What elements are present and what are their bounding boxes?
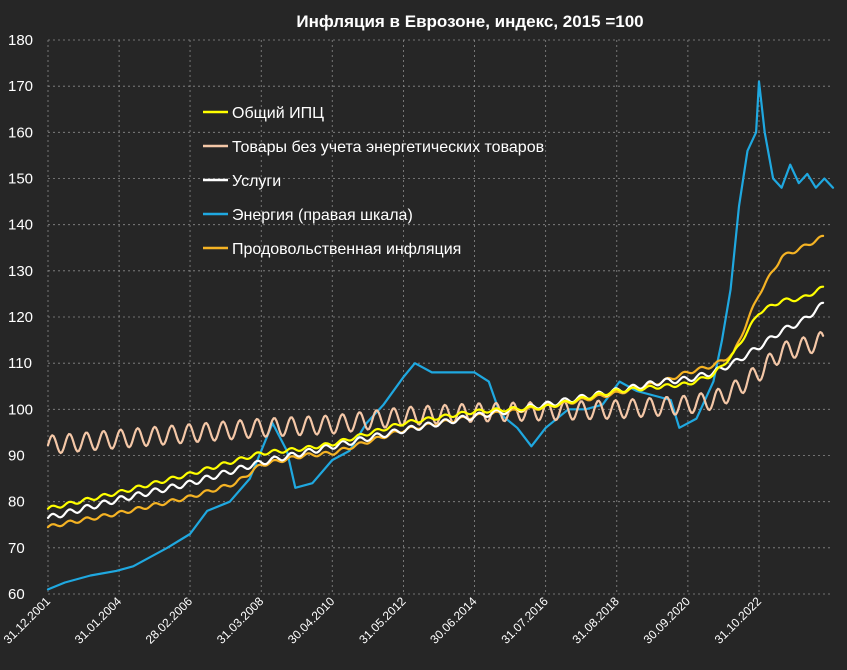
y-tick-label: 180 [8,32,33,49]
x-tick-label: 30.06.2014 [427,594,480,647]
series-line-1 [46,331,825,455]
x-tick-label: 31.08.2018 [570,594,623,647]
y-tick-label: 70 [8,540,25,557]
series-line-0 [46,285,825,510]
y-tick-label: 160 [8,124,33,141]
y-tick-label: 110 [8,355,32,372]
legend-label: Продовольственная инфляция [232,241,461,258]
legend-label: Энергия (правая шкала) [232,207,413,224]
y-tick-label: 130 [8,263,33,280]
x-tick-label: 31.10.2022 [712,594,765,647]
x-tick-label: 31.03.2008 [214,594,267,647]
x-tick-label: 31.07.2016 [498,594,551,647]
y-tick-label: 80 [8,494,25,511]
y-tick-label: 140 [8,217,33,234]
y-tick-label: 60 [8,586,25,603]
y-tick-label: 100 [8,401,33,418]
grid-lines [47,39,833,595]
series-lines [46,80,835,591]
y-tick-label: 150 [8,171,33,188]
legend-label: Услуги [232,173,281,190]
x-axis-ticks: 31.12.2001 31.01.2004 28.02.2006 31.03.2008… [1,594,765,647]
x-tick-label: 28.02.2006 [143,594,196,647]
chart-title: Инфляция в Еврозоне, индекс, 2015 =100 [296,12,643,31]
series-line-2 [46,301,825,519]
x-tick-label: 30.04.2010 [285,594,338,647]
legend-label: Общий ИПЦ [232,105,324,122]
x-tick-label: 31.01.2004 [72,594,125,647]
y-tick-label: 170 [8,78,33,95]
series-line-3 [46,80,835,591]
y-tick-label: 120 [8,309,33,326]
legend: Общий ИПЦ Товары без учета энергетических… [203,105,544,258]
x-tick-label: 31.05.2012 [356,594,409,647]
legend-label: Товары без учета энергетических товаров [232,139,544,156]
x-tick-label: 30.09.2020 [641,594,694,647]
y-tick-label: 90 [8,448,25,465]
y-axis-ticks: 60 70 80 90 100 110 120 130 140 150 160 170 180 [8,32,33,603]
